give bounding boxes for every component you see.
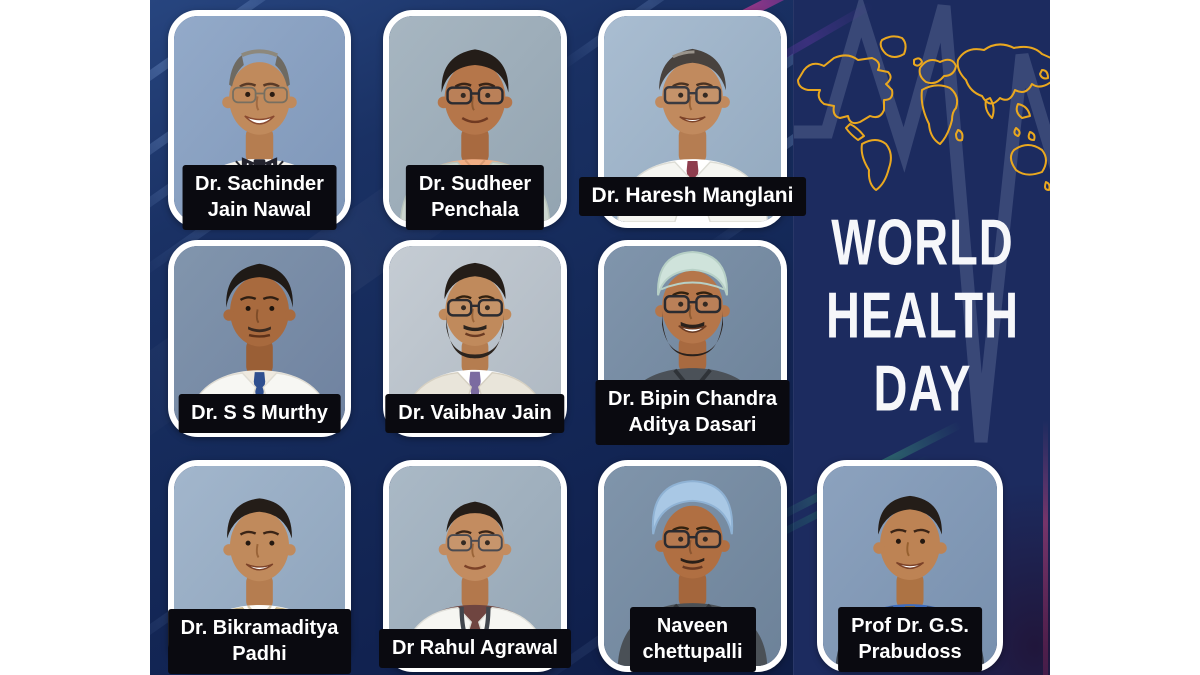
doctor-card: Dr. Vaibhav Jain: [383, 240, 567, 437]
decorative-edge-glow: [1043, 420, 1048, 675]
doctor-name-line: Dr. Haresh Manglani: [591, 184, 794, 207]
doctor-name-label: Dr. Bipin Chandra Aditya Dasari: [595, 380, 790, 445]
doctor-card: Dr. Bipin Chandra Aditya Dasari: [595, 240, 790, 445]
doctor-name-label: Dr Rahul Agrawal: [379, 629, 571, 668]
doctor-name-label: Dr. Bikramaditya Padhi: [167, 609, 352, 674]
doctor-name-label: Dr. Sachinder Jain Nawal: [182, 165, 337, 230]
doctor-name-line: Prabudoss: [858, 641, 962, 663]
doctor-card: Dr. Sudheer Penchala: [383, 10, 567, 230]
doctor-card: Dr. Sachinder Jain Nawal: [168, 10, 351, 230]
doctor-name-label: Dr. Vaibhav Jain: [385, 394, 565, 433]
doctor-name-line: Dr Rahul Agrawal: [392, 637, 558, 659]
doctor-name-line: Aditya Dasari: [628, 414, 757, 436]
doctor-card: Dr. S S Murthy: [168, 240, 351, 437]
doctor-name-line: Dr. Bikramaditya: [180, 617, 339, 639]
doctor-name-label: Dr. S S Murthy: [178, 394, 341, 433]
doctor-name-line: Dr. Sachinder: [195, 173, 324, 195]
doctor-name-line: Penchala: [431, 199, 519, 221]
doctor-name-line: Naveen: [656, 615, 729, 637]
doctor-name-label: Prof Dr. G.S. Prabudoss: [838, 607, 982, 672]
doctor-name-line: Dr. Bipin Chandra: [608, 388, 777, 410]
ecg-heartbeat-icon: [794, 0, 1050, 443]
doctor-card: Prof Dr. G.S. Prabudoss: [817, 460, 1003, 672]
doctor-card: Dr. Bikramaditya Padhi: [167, 460, 352, 674]
doctor-name-line: Padhi: [232, 643, 287, 665]
doctor-name-line: Dr. Vaibhav Jain: [398, 402, 552, 424]
poster-background: WORLD HEALTH DAY: [150, 0, 1050, 675]
poster-title: WORLD HEALTH DAY: [794, 205, 1050, 424]
doctor-name-label: Dr. Sudheer Penchala: [405, 165, 545, 230]
doctor-name-line: Dr. S S Murthy: [191, 402, 328, 424]
poster-title-line: DAY: [873, 350, 972, 425]
doctor-name-line: chettupalli: [642, 641, 743, 663]
poster-title-line: WORLD: [831, 204, 1014, 279]
doctor-card: Dr. Haresh Manglani: [578, 10, 807, 228]
doctor-name-line: Prof Dr. G.S.: [851, 615, 969, 637]
doctor-name-label: Dr. Haresh Manglani: [578, 177, 807, 216]
poster-title-line: HEALTH: [825, 277, 1020, 352]
doctor-name-line: Jain Nawal: [207, 199, 312, 221]
world-map-icon: [797, 35, 1050, 191]
doctor-card: Dr Rahul Agrawal: [379, 460, 571, 672]
doctor-name-line: Dr. Sudheer: [418, 173, 532, 195]
doctor-name-label: Naveen chettupalli: [629, 607, 756, 672]
doctor-card: Naveen chettupalli: [598, 460, 787, 672]
